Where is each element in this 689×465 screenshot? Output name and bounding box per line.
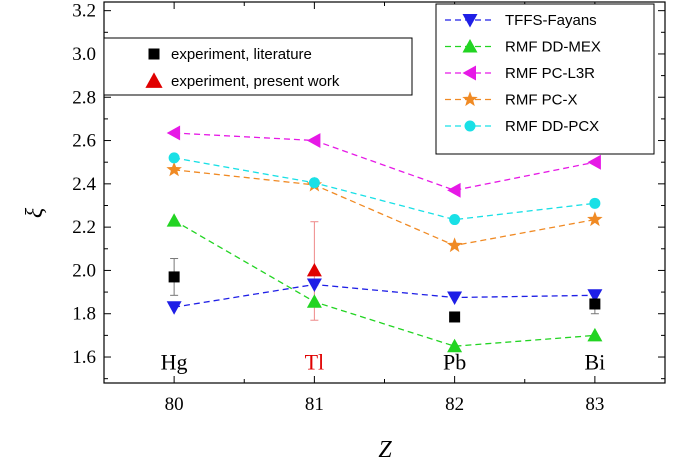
marker-rmf-pc-x bbox=[587, 211, 603, 227]
y-axis-title: ξ bbox=[22, 207, 48, 218]
marker-rmf-dd-mex bbox=[166, 213, 182, 227]
marker-experiment-literature bbox=[589, 298, 601, 310]
legend-label: experiment, literature bbox=[171, 46, 312, 63]
x-tick-label: 82 bbox=[445, 394, 464, 415]
element-label: Tl bbox=[305, 349, 325, 374]
x-tick-label: 80 bbox=[165, 394, 184, 415]
series-line-rmf-dd-mex bbox=[173, 220, 595, 347]
marker-rmf-pc-x bbox=[166, 161, 182, 177]
marker-rmf-dd-pcx bbox=[168, 152, 180, 164]
legend-label: RMF PC-X bbox=[505, 92, 578, 109]
element-label: Hg bbox=[161, 349, 188, 374]
legend-label: RMF PC-L3R bbox=[505, 65, 595, 82]
legend-marker-rmf-dd-mex bbox=[462, 39, 478, 53]
y-tick-label: 3.0 bbox=[72, 44, 96, 65]
marker-rmf-pc-l3r bbox=[447, 182, 461, 198]
y-tick-labels: 1.6 1.8 2.0 2.2 2.4 2.6 2.8 3.0 3.2 bbox=[72, 1, 96, 368]
legend-theory: TFFS-Fayans RMF DD-MEX RMF PC-L3R RMF PC-X R… bbox=[435, 3, 655, 155]
legend-marker-rmf-pc-l3r bbox=[462, 65, 476, 81]
marker-rmf-dd-mex bbox=[447, 338, 463, 353]
x-tick-label: 83 bbox=[585, 394, 604, 415]
legend-label: TFFS-Fayans bbox=[505, 12, 597, 29]
element-label: Bi bbox=[584, 349, 605, 374]
legend-marker-experiment-present-work bbox=[145, 72, 163, 88]
marker-rmf-dd-mex bbox=[587, 327, 603, 342]
element-label: Pb bbox=[443, 349, 466, 374]
legend-experiment: experiment, literature experiment, presen… bbox=[103, 37, 413, 96]
series-lines bbox=[173, 132, 596, 347]
marker-tffs-fayans bbox=[587, 289, 603, 303]
marker-tffs-fayans bbox=[306, 278, 322, 292]
marker-rmf-dd-pcx bbox=[308, 177, 320, 189]
marker-experiment-present-work bbox=[306, 263, 322, 277]
y-tick-label: 3.2 bbox=[72, 1, 96, 22]
y-tick-label: 2.8 bbox=[72, 87, 96, 108]
legend-marker-rmf-pc-x bbox=[462, 91, 478, 107]
marker-rmf-pc-l3r bbox=[166, 125, 181, 141]
legend-marker-tffs-fayans bbox=[462, 14, 478, 28]
error-bars bbox=[170, 221, 599, 321]
marker-rmf-dd-pcx bbox=[589, 197, 601, 209]
y-tick-label: 2.2 bbox=[72, 217, 96, 238]
x-axis-title: Z bbox=[378, 437, 392, 463]
marker-experiment-literature bbox=[168, 271, 180, 283]
element-labels: Hg Tl Pb Bi bbox=[161, 349, 606, 374]
legend-label: RMF DD-MEX bbox=[505, 39, 601, 56]
marker-tffs-fayans bbox=[447, 291, 463, 305]
y-tick-label: 1.8 bbox=[72, 304, 96, 325]
series-markers bbox=[166, 125, 603, 353]
series-line-rmf-pc-l3r bbox=[174, 132, 596, 191]
y-tick-label: 1.6 bbox=[72, 347, 96, 368]
x-tick-label: 81 bbox=[305, 394, 324, 415]
y-tick-label: 2.0 bbox=[72, 260, 96, 281]
marker-rmf-pc-l3r bbox=[587, 154, 601, 170]
series-line-tffs-fayans bbox=[173, 283, 595, 308]
legend-marker-experiment-literature bbox=[148, 48, 160, 60]
marker-rmf-pc-l3r bbox=[306, 133, 321, 148]
legend-label: experiment, present work bbox=[171, 73, 340, 90]
marker-rmf-dd-mex bbox=[306, 294, 322, 308]
marker-rmf-pc-x bbox=[446, 237, 463, 253]
marker-tffs-fayans bbox=[166, 301, 182, 315]
marker-experiment-literature bbox=[449, 311, 461, 323]
legend-marker-rmf-dd-pcx bbox=[464, 120, 476, 132]
series-line-rmf-pc-x bbox=[174, 169, 596, 247]
x-tick-labels: 80 81 82 83 bbox=[165, 394, 605, 415]
marker-rmf-dd-pcx bbox=[449, 214, 461, 226]
y-tick-label: 2.4 bbox=[72, 174, 96, 195]
series-line-rmf-dd-pcx bbox=[173, 157, 595, 221]
legend-label: RMF DD-PCX bbox=[505, 118, 599, 135]
y-tick-label: 2.6 bbox=[72, 131, 96, 152]
